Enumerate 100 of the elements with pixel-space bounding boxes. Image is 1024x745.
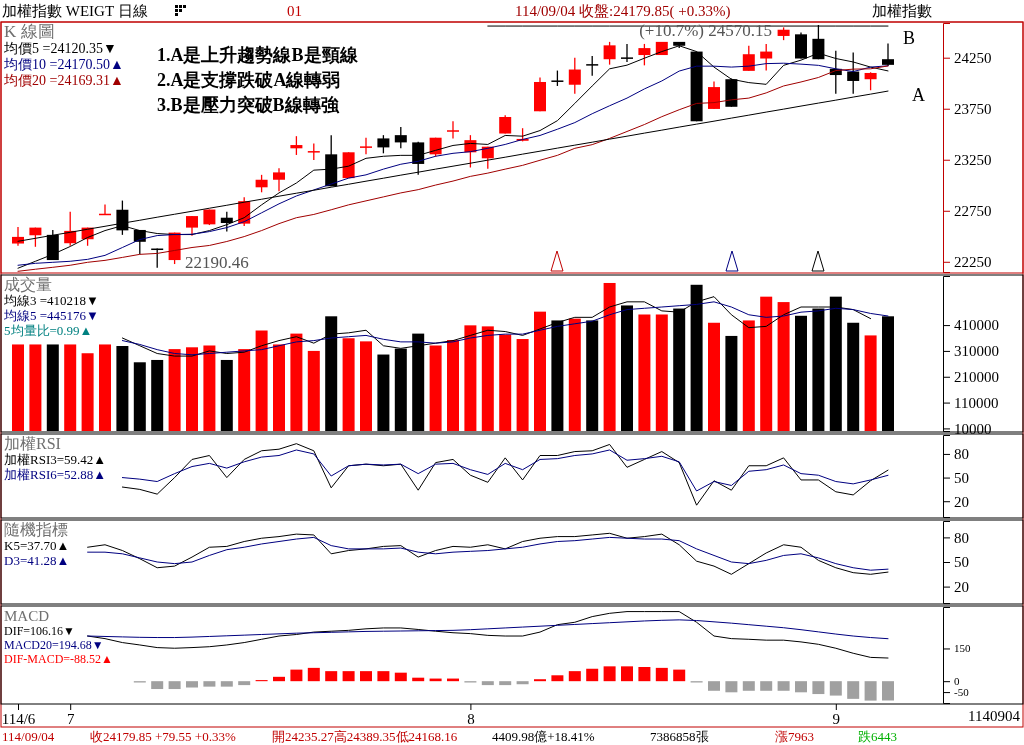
candlestick — [760, 43, 773, 72]
y-tick-label: 24250 — [954, 50, 992, 66]
bar — [290, 669, 303, 682]
annotation: 2.A是支撐跌破A線轉弱 — [157, 70, 341, 90]
bar — [447, 340, 459, 431]
text: 114/09/04 — [2, 729, 55, 744]
annotation: 22190.46 — [185, 253, 249, 272]
text: B — [903, 28, 916, 48]
text: 加權指數 WEIGT 日線 — [2, 3, 148, 19]
candlestick — [360, 137, 372, 155]
text: 均線5 =445176▼ — [3, 308, 99, 323]
text: 均價10 =24170.50▲ — [3, 57, 124, 72]
bar — [29, 344, 42, 431]
bar — [168, 349, 181, 431]
bar — [429, 345, 442, 431]
bar — [290, 333, 303, 431]
bar — [186, 681, 198, 688]
series-label: MACD20=194.68▼ — [4, 638, 104, 652]
y-tick-label: 50 — [954, 469, 969, 486]
text: 收24179.85 +79.55 +0.33% — [90, 729, 236, 744]
candlestick — [377, 134, 390, 154]
chart-title: 成交量 — [4, 276, 52, 293]
bar — [568, 671, 581, 682]
bar — [238, 349, 251, 431]
chart-title: 隨機指標 — [4, 521, 68, 538]
bar — [708, 322, 720, 431]
bar — [360, 341, 372, 431]
text: A — [912, 85, 925, 105]
y-tick-label: 410000 — [954, 317, 999, 334]
annotation: 5均量比=0.99▲ — [4, 323, 93, 338]
bar — [360, 671, 372, 682]
bar — [621, 666, 633, 682]
series-label: D3=41.28▲ — [4, 553, 70, 568]
bar — [638, 314, 651, 431]
bar — [812, 681, 825, 695]
bar — [168, 681, 181, 690]
y-tick-label: 23750 — [954, 101, 992, 118]
y-tick-label: 0 — [954, 675, 960, 688]
line-series — [121, 443, 889, 506]
bar — [603, 666, 616, 682]
y-tick-label: 150 — [954, 642, 971, 655]
bar — [151, 681, 164, 690]
x-tick-label: 8 — [467, 710, 475, 727]
y-tick-label: 80 — [954, 529, 969, 546]
bar — [203, 681, 216, 687]
bar — [534, 311, 546, 431]
candlestick — [603, 41, 616, 66]
candlestick — [394, 126, 407, 149]
text: 1140904 — [968, 708, 1021, 724]
bar — [551, 675, 564, 682]
bar — [742, 320, 755, 431]
bar — [64, 344, 77, 431]
y-tick-label: 80 — [954, 446, 969, 463]
y-tick-label: 210000 — [954, 369, 999, 386]
text: 均價20 =24169.31▲ — [3, 73, 124, 88]
bar — [342, 338, 355, 431]
bar — [795, 681, 807, 693]
bar — [655, 667, 668, 682]
bar — [12, 344, 24, 431]
bar — [273, 676, 285, 682]
bar — [708, 681, 720, 691]
y-tick-label: 310000 — [954, 343, 999, 360]
series-label: 加權RSI3=59.42▲ — [4, 452, 107, 467]
text: DIF-MACD=-88.52▲ — [4, 652, 113, 666]
text: 4409.98億+18.41% — [492, 729, 595, 744]
candlestick — [847, 51, 860, 95]
bar — [760, 296, 773, 431]
bar — [829, 681, 842, 696]
bar — [307, 667, 320, 682]
y-tick-label: -50 — [954, 686, 970, 699]
bar — [777, 302, 790, 431]
text: 漲7963 — [775, 729, 814, 744]
candlestick — [447, 120, 459, 140]
x-tick-label: 7 — [66, 710, 75, 727]
text: 114/09/04 收盤:24179.85( +0.33%) — [515, 3, 731, 20]
y-tick-label: 10000 — [954, 420, 992, 437]
bar — [481, 326, 494, 431]
bar — [864, 681, 877, 701]
candlestick — [586, 55, 599, 77]
chart-title: MACD — [4, 608, 50, 624]
bar — [273, 344, 285, 431]
annotation: 3.B是壓力突破B線轉強 — [157, 95, 340, 115]
bar — [760, 681, 773, 691]
bar — [586, 668, 599, 682]
chart-title: 加權RSI — [4, 435, 61, 452]
annotation: 1.A是上升趨勢線B是頸線 — [157, 45, 359, 65]
series-label: DIF=106.16▼ — [4, 624, 75, 638]
text: 均線3 =410218▼ — [3, 293, 99, 308]
y-tick-label: 20 — [954, 578, 969, 595]
line-series — [87, 619, 889, 640]
candlestick — [708, 80, 720, 110]
bar — [673, 669, 686, 682]
bar — [864, 335, 877, 431]
bar — [203, 345, 216, 431]
bar — [777, 681, 790, 691]
annotation: (+10.7%) 24570.15 — [639, 21, 772, 41]
y-tick-label: 22250 — [954, 254, 992, 271]
candlestick — [290, 135, 303, 156]
bar — [99, 344, 111, 431]
bar — [882, 681, 894, 701]
